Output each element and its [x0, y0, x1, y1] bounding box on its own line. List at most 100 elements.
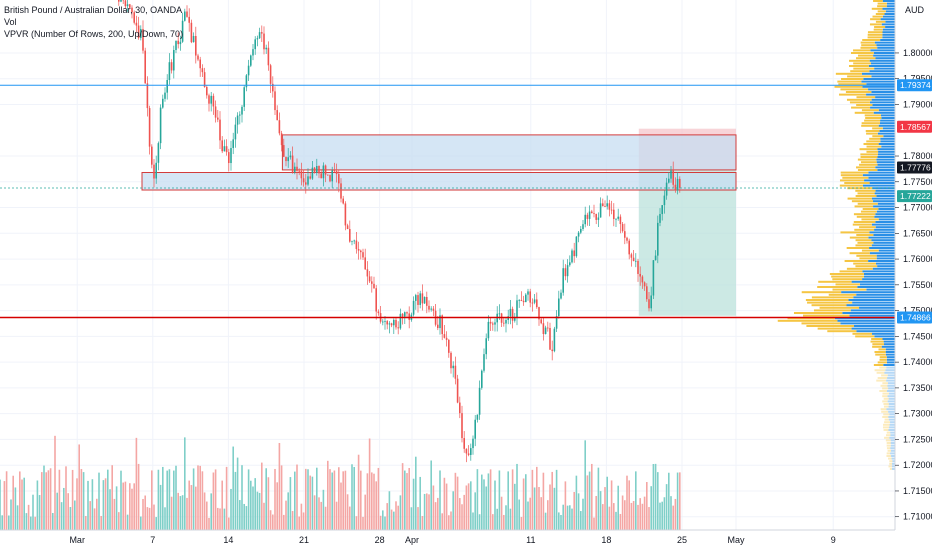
vpvr-row-down: [847, 197, 872, 200]
candle-body: [164, 92, 166, 99]
time-axis[interactable]: Mar 7 14 21 28 Apr 11 18 25 May 9: [69, 535, 835, 545]
vpvr-row-up: [852, 301, 895, 304]
vpvr-row-up: [873, 234, 895, 236]
vpvr-row-down: [834, 85, 863, 88]
currency-label[interactable]: AUD: [902, 5, 926, 15]
volume-bar: [560, 514, 562, 530]
volume-bar: [166, 470, 168, 530]
vpvr-row-up: [875, 221, 895, 223]
candle-body: [617, 216, 619, 219]
candle-body: [131, 7, 133, 13]
upper-zone[interactable]: [281, 134, 737, 171]
vpvr-row-up: [876, 257, 895, 260]
vpvr-row-down: [854, 228, 875, 231]
candle-body: [133, 12, 135, 23]
vpvr-row-up: [876, 195, 895, 197]
volume-bar: [397, 505, 399, 530]
candle-body: [195, 36, 197, 56]
candle-body: [276, 110, 278, 121]
symbol-title[interactable]: British Pound / Australian Dollar, 30, O…: [4, 5, 183, 15]
candle-body: [214, 106, 217, 118]
candle-body: [443, 334, 446, 338]
volume-bar: [243, 503, 245, 530]
vpvr-row-down: [803, 314, 850, 317]
volume-bar: [562, 504, 564, 530]
volume-bar: [250, 480, 252, 530]
volume-legend[interactable]: Vol: [4, 17, 17, 27]
volume-bar: [676, 472, 679, 530]
volume-bar: [610, 480, 613, 530]
vpvr-row-down: [879, 390, 887, 392]
vpvr-row-up: [883, 364, 895, 366]
time-tick-label: May: [727, 535, 745, 545]
vpvr-row-down: [873, 0, 883, 2]
volume-bar: [461, 504, 463, 530]
vpvr-row-down: [849, 236, 869, 239]
candle-body: [230, 148, 232, 164]
volume-bar: [21, 479, 23, 530]
candle-body: [588, 211, 591, 219]
candle-body: [461, 413, 463, 439]
volume-bar: [276, 482, 278, 530]
vpvr-row-up: [882, 127, 895, 130]
volume-bar: [236, 457, 239, 530]
volume-bar: [234, 471, 237, 530]
volume-bar: [619, 513, 622, 530]
candle-body: [538, 307, 540, 320]
price-axis[interactable]: 1.80000 1.79500 1.79000 1.78000 1.77500 1.770…: [895, 48, 932, 522]
volume-bar: [386, 503, 388, 530]
vpvr-row-up: [889, 413, 895, 416]
horizontal-lines[interactable]: [0, 84, 895, 319]
vpvr-row-down: [883, 403, 889, 405]
vpvr-row-down: [859, 163, 878, 166]
candle-body: [338, 174, 340, 184]
volume-bar: [278, 442, 281, 530]
volume-bar: [120, 470, 122, 530]
candle-body: [628, 240, 630, 255]
candle-body: [613, 209, 615, 220]
volume-bar: [280, 465, 283, 530]
vpvr-row-down: [862, 39, 881, 41]
time-tick-label: 25: [677, 535, 687, 545]
time-tick-label: 18: [601, 535, 611, 545]
volume-bar: [179, 496, 182, 530]
volume-bar: [573, 491, 575, 530]
price-tick-label: 1.76000: [903, 254, 932, 264]
lower-zone[interactable]: [141, 172, 737, 191]
vpvr-row-up: [876, 44, 895, 47]
candle-body: [316, 165, 318, 173]
volume-bar: [615, 511, 617, 530]
vpvr-row-down: [811, 296, 854, 299]
volume-bar: [540, 497, 542, 530]
candle-body: [331, 170, 333, 182]
vpvr-row-up: [862, 174, 895, 177]
vpvr-row-down: [866, 132, 878, 135]
candle-body: [549, 327, 551, 350]
vpvr-row-down: [882, 400, 888, 403]
take-profit-area[interactable]: [638, 169, 736, 316]
volume-bar: [496, 508, 498, 530]
candle-body: [417, 295, 419, 305]
vpvr-legend[interactable]: VPVR (Number Of Rows, 200, Up/Down, 70): [4, 29, 184, 39]
vpvr-row-up: [891, 468, 895, 470]
volume-bar: [320, 501, 322, 530]
vpvr-row-up: [889, 423, 895, 426]
price-tick-label: 1.73500: [903, 383, 932, 393]
vpvr-row-up: [886, 390, 895, 392]
candle-body: [518, 299, 520, 301]
vpvr-row-up: [884, 343, 895, 346]
time-axis-bg: [0, 530, 932, 550]
volume-bar: [54, 435, 56, 530]
vpvr-row-down: [867, 36, 883, 39]
candle-body: [626, 237, 628, 241]
vpvr-row-up: [866, 83, 895, 86]
zones[interactable]: [141, 128, 737, 316]
vpvr-row-down: [882, 395, 888, 398]
vpvr-row-up: [851, 280, 895, 283]
vpvr-row-down: [811, 304, 847, 307]
vpvr-row-down: [886, 452, 891, 455]
candle-body: [481, 370, 483, 388]
volume-bar: [481, 474, 483, 530]
candle-body: [483, 354, 485, 371]
